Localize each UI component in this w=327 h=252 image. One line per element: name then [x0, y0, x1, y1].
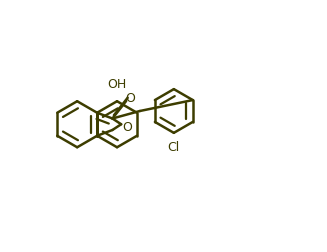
Text: O: O — [122, 121, 132, 134]
Text: O: O — [125, 91, 135, 104]
Text: Cl: Cl — [168, 141, 180, 154]
Text: OH: OH — [108, 78, 127, 91]
